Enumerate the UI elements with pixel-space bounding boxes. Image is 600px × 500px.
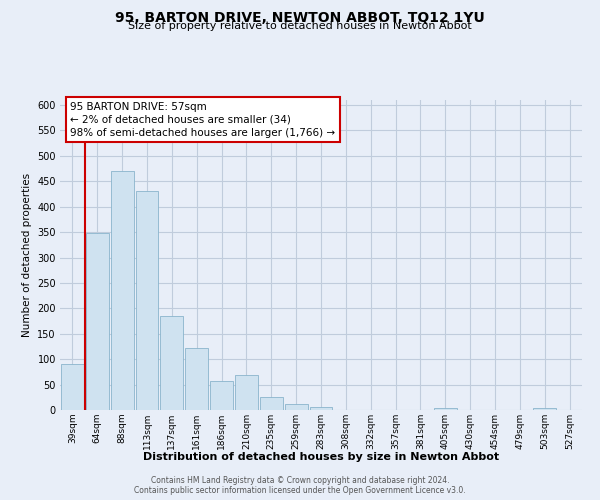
Bar	[260, 398, 283, 410]
Text: Distribution of detached houses by size in Newton Abbot: Distribution of detached houses by size …	[143, 452, 499, 462]
Bar	[86, 233, 109, 410]
Text: 95, BARTON DRIVE, NEWTON ABBOT, TQ12 1YU: 95, BARTON DRIVE, NEWTON ABBOT, TQ12 1YU	[115, 11, 485, 25]
Text: 95 BARTON DRIVE: 57sqm
← 2% of detached houses are smaller (34)
98% of semi-deta: 95 BARTON DRIVE: 57sqm ← 2% of detached …	[70, 102, 335, 138]
Text: Size of property relative to detached houses in Newton Abbot: Size of property relative to detached ho…	[128, 21, 472, 31]
Bar	[61, 364, 84, 410]
Bar	[160, 316, 183, 410]
Bar	[111, 171, 134, 410]
Bar	[136, 192, 158, 410]
Bar	[434, 408, 457, 410]
Text: Contains HM Land Registry data © Crown copyright and database right 2024.: Contains HM Land Registry data © Crown c…	[151, 476, 449, 485]
Bar	[235, 376, 258, 410]
Text: Contains public sector information licensed under the Open Government Licence v3: Contains public sector information licen…	[134, 486, 466, 495]
Bar	[533, 408, 556, 410]
Bar	[210, 381, 233, 410]
Y-axis label: Number of detached properties: Number of detached properties	[22, 173, 32, 337]
Bar	[310, 407, 332, 410]
Bar	[285, 404, 308, 410]
Bar	[185, 348, 208, 410]
